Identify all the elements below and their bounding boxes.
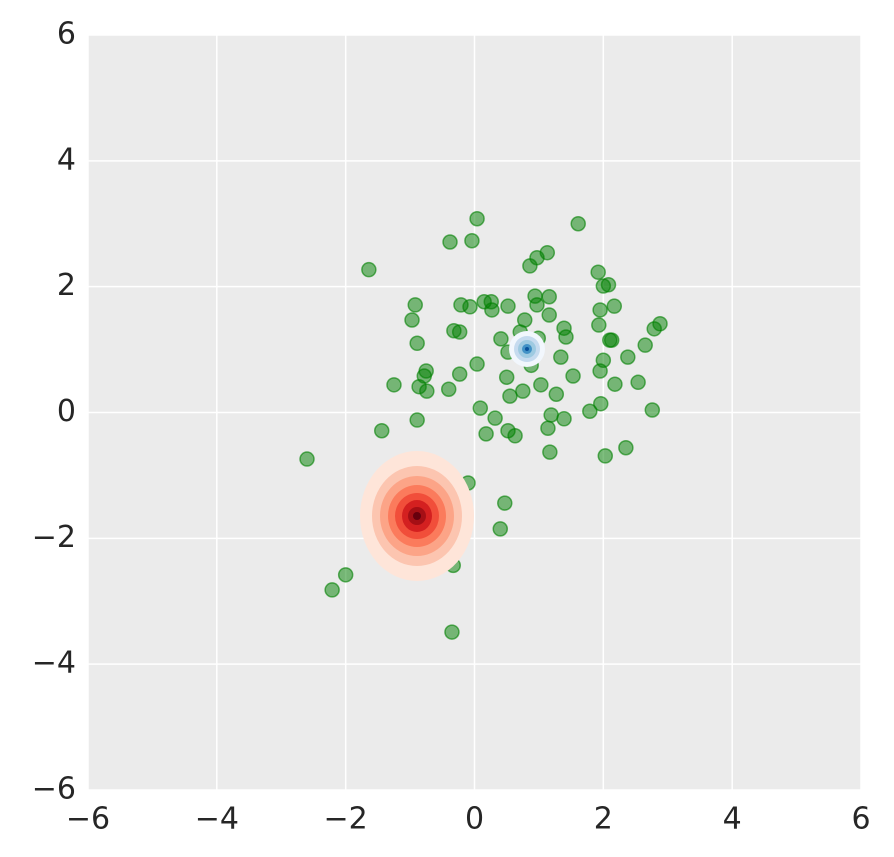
point <box>373 422 390 439</box>
point <box>529 297 545 313</box>
point <box>464 232 480 249</box>
point <box>541 307 557 323</box>
x-tick-label: −4 <box>195 802 239 837</box>
point <box>324 582 340 598</box>
point <box>472 400 489 416</box>
point <box>556 411 572 427</box>
x-tick-label: 0 <box>465 802 484 837</box>
point <box>630 374 646 391</box>
point <box>299 451 315 467</box>
point <box>361 261 377 278</box>
y-tick-label: 0 <box>57 394 76 429</box>
point <box>590 264 606 280</box>
point <box>493 331 509 347</box>
point <box>592 302 608 318</box>
point <box>451 324 468 340</box>
point <box>337 567 354 583</box>
y-tick-label: −6 <box>32 772 76 807</box>
point <box>469 356 485 372</box>
point <box>548 386 565 403</box>
point <box>637 337 653 353</box>
point <box>407 297 423 313</box>
x-tick-label: −2 <box>324 802 368 837</box>
y-tick-label: 2 <box>57 268 76 303</box>
y-tick-label: −4 <box>32 646 76 681</box>
point <box>592 363 608 379</box>
point <box>484 302 500 318</box>
point <box>522 258 538 274</box>
point <box>542 444 558 460</box>
x-tick-label: 4 <box>723 802 742 837</box>
point <box>543 407 559 423</box>
x-tick-label: 6 <box>851 802 870 837</box>
point <box>603 332 620 348</box>
point <box>409 412 425 428</box>
point <box>620 349 636 365</box>
point <box>597 448 614 464</box>
point <box>591 317 607 333</box>
point <box>515 383 531 399</box>
point <box>498 369 515 386</box>
red-density <box>360 451 474 581</box>
x-tick-label: −6 <box>66 802 110 837</box>
point <box>644 402 661 418</box>
point <box>386 377 402 393</box>
point <box>606 298 623 314</box>
point <box>541 288 557 305</box>
point <box>618 439 634 456</box>
point <box>533 377 549 393</box>
tick-labels: −6 −4 −2 0 2 4 6 −6 −4 −2 0 2 4 6 <box>32 17 871 837</box>
point <box>469 210 485 227</box>
point <box>582 403 598 419</box>
x-tick-label: 2 <box>594 802 613 837</box>
point <box>444 624 460 640</box>
point <box>593 395 609 412</box>
point <box>497 495 513 511</box>
point <box>462 299 478 315</box>
point <box>600 277 617 293</box>
point <box>487 410 503 426</box>
point <box>440 381 457 397</box>
y-tick-label: 6 <box>57 17 76 52</box>
point <box>502 388 518 404</box>
blue-density <box>509 331 545 367</box>
point <box>553 349 569 365</box>
y-tick-label: −2 <box>32 520 76 555</box>
point <box>500 298 516 314</box>
point <box>607 376 623 392</box>
point <box>478 426 494 442</box>
point <box>646 321 662 337</box>
point <box>442 234 458 250</box>
point <box>492 521 509 537</box>
y-tick-label: 4 <box>57 142 76 177</box>
point <box>565 368 581 384</box>
point <box>404 312 420 328</box>
point <box>507 428 523 444</box>
point <box>570 216 586 232</box>
point <box>451 366 468 382</box>
point <box>419 383 435 399</box>
point <box>540 420 556 436</box>
point <box>409 335 425 352</box>
point <box>558 329 574 345</box>
